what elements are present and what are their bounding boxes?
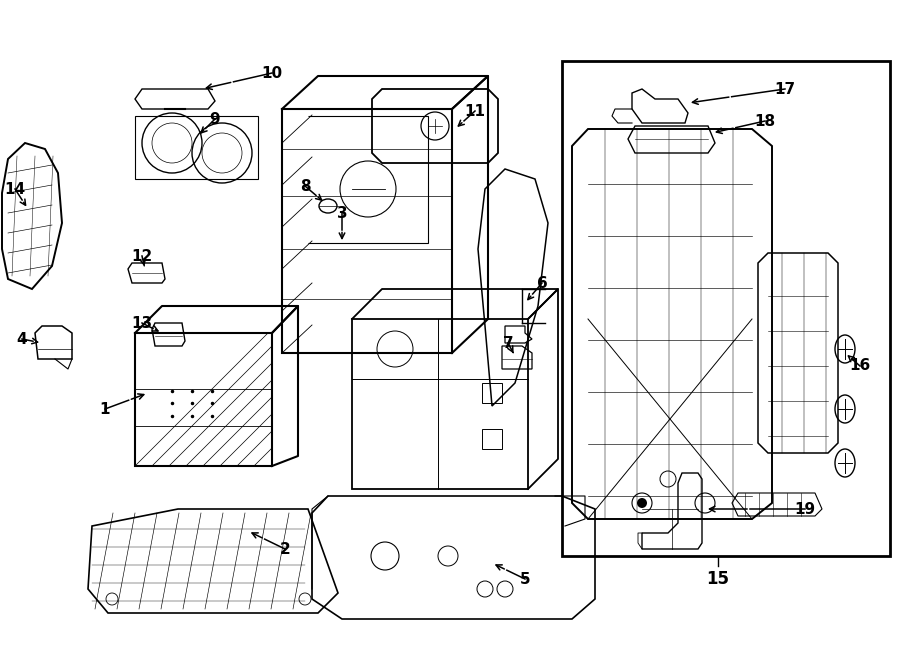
Text: 16: 16: [850, 358, 870, 373]
Text: 5: 5: [519, 572, 530, 586]
Text: 6: 6: [536, 276, 547, 290]
Bar: [482, 429, 502, 449]
Text: 8: 8: [300, 178, 310, 194]
Text: 13: 13: [131, 315, 153, 330]
Text: 18: 18: [754, 114, 776, 128]
Bar: [562, 61, 890, 556]
Text: 7: 7: [503, 336, 513, 350]
Text: 1: 1: [100, 401, 110, 416]
Text: 2: 2: [280, 541, 291, 557]
Bar: [482, 383, 502, 403]
Text: 11: 11: [464, 104, 485, 118]
Text: 4: 4: [17, 332, 27, 346]
Text: 9: 9: [210, 112, 220, 126]
Text: 19: 19: [795, 502, 815, 516]
Text: 15: 15: [706, 570, 730, 588]
Text: 12: 12: [131, 249, 153, 264]
Text: 17: 17: [774, 81, 796, 97]
Text: 3: 3: [337, 206, 347, 221]
Text: 14: 14: [4, 182, 25, 196]
Text: 10: 10: [261, 65, 283, 81]
Circle shape: [637, 498, 647, 508]
